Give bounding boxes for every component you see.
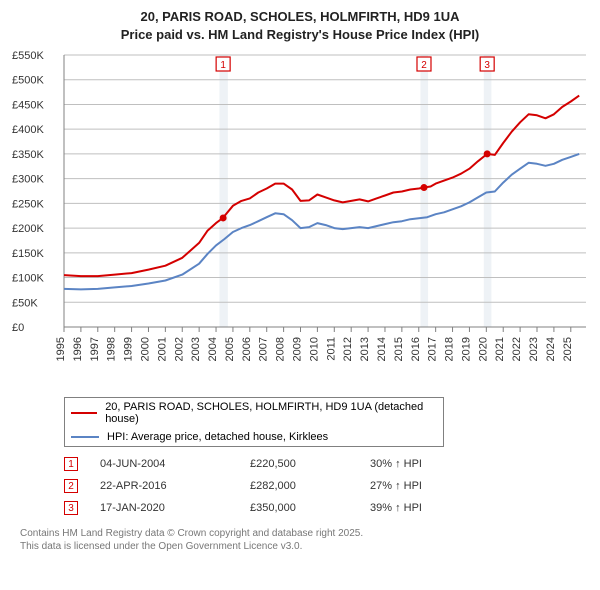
footer-note: Contains HM Land Registry data © Crown c…	[20, 527, 590, 553]
sale-date: 04-JUN-2004	[100, 458, 250, 470]
legend-swatch	[71, 412, 97, 414]
y-tick-label: £250K	[12, 198, 44, 210]
x-tick-label: 2012	[342, 337, 354, 361]
x-tick-label: 2013	[359, 337, 371, 361]
y-tick-label: £0	[12, 322, 24, 334]
sale-pct: 27% ↑ HPI	[370, 480, 490, 492]
legend-label: 20, PARIS ROAD, SCHOLES, HOLMFIRTH, HD9 …	[105, 401, 437, 425]
y-tick-label: £50K	[12, 297, 38, 309]
x-tick-label: 2024	[545, 337, 557, 361]
sale-marker: 1	[64, 457, 78, 471]
x-tick-label: 1995	[55, 337, 67, 361]
y-tick-label: £400K	[12, 124, 44, 136]
x-tick-label: 2003	[190, 337, 202, 361]
x-tick-label: 1998	[106, 337, 118, 361]
x-tick-label: 2025	[562, 337, 574, 361]
x-tick-label: 2017	[427, 337, 439, 361]
chart-titles: 20, PARIS ROAD, SCHOLES, HOLMFIRTH, HD9 …	[10, 8, 590, 43]
x-tick-label: 2011	[325, 337, 337, 361]
sale-row: 1 04-JUN-2004£220,50030% ↑ HPI	[64, 453, 590, 475]
sales-table: 1 04-JUN-2004£220,50030% ↑ HPI 2 22-APR-201…	[64, 453, 590, 519]
x-tick-label: 2020	[477, 337, 489, 361]
x-tick-label: 2008	[275, 337, 287, 361]
title-line-1: 20, PARIS ROAD, SCHOLES, HOLMFIRTH, HD9 …	[10, 8, 590, 26]
sale-price: £282,000	[250, 480, 370, 492]
x-tick-label: 2002	[173, 337, 185, 361]
title-line-2: Price paid vs. HM Land Registry's House …	[10, 26, 590, 44]
x-tick-label: 2018	[444, 337, 456, 361]
sale-price: £220,500	[250, 458, 370, 470]
chart-svg: £0 £50K £100K £150K £200K £250K £300K £350K £400…	[10, 49, 590, 389]
x-tick-label: 2015	[393, 337, 405, 361]
x-tick-label: 2022	[511, 337, 523, 361]
sale-point	[220, 215, 227, 222]
sale-point	[484, 151, 491, 158]
sale-price: £350,000	[250, 502, 370, 514]
y-tick-label: £350K	[12, 149, 44, 161]
x-tick-label: 2001	[156, 337, 168, 361]
x-tick-label: 1997	[89, 337, 101, 361]
x-tick-label: 2019	[460, 337, 472, 361]
sale-point	[420, 184, 427, 191]
sale-row: 2 22-APR-2016£282,00027% ↑ HPI	[64, 475, 590, 497]
x-tick-label: 2023	[528, 337, 540, 361]
sale-marker-num: 1	[220, 60, 226, 71]
sale-date: 17-JAN-2020	[100, 502, 250, 514]
legend-label: HPI: Average price, detached house, Kirk…	[107, 431, 328, 443]
footer-line-1: Contains HM Land Registry data © Crown c…	[20, 527, 590, 540]
x-tick-label: 1999	[123, 337, 135, 361]
x-tick-label: 2021	[494, 337, 506, 361]
y-tick-label: £100K	[12, 273, 44, 285]
sale-pct: 39% ↑ HPI	[370, 502, 490, 514]
legend: 20, PARIS ROAD, SCHOLES, HOLMFIRTH, HD9 …	[64, 397, 444, 447]
sale-marker: 2	[64, 479, 78, 493]
x-tick-label: 1996	[72, 337, 84, 361]
sale-date: 22-APR-2016	[100, 480, 250, 492]
legend-item: 20, PARIS ROAD, SCHOLES, HOLMFIRTH, HD9 …	[65, 398, 443, 428]
x-tick-label: 2004	[207, 337, 219, 361]
y-tick-label: £500K	[12, 75, 44, 87]
legend-swatch	[71, 436, 99, 438]
y-tick-label: £450K	[12, 100, 44, 112]
x-tick-label: 2010	[308, 337, 320, 361]
sale-marker-num: 2	[421, 60, 427, 71]
x-tick-label: 2016	[410, 337, 422, 361]
sale-marker-num: 3	[484, 60, 490, 71]
footer-line-2: This data is licensed under the Open Gov…	[20, 540, 590, 553]
x-tick-label: 2006	[241, 337, 253, 361]
legend-item: HPI: Average price, detached house, Kirk…	[65, 428, 443, 446]
y-tick-label: £150K	[12, 248, 44, 260]
price-chart: £0 £50K £100K £150K £200K £250K £300K £350K £400…	[10, 49, 590, 389]
y-tick-label: £550K	[12, 50, 44, 62]
sale-row: 3 17-JAN-2020£350,00039% ↑ HPI	[64, 497, 590, 519]
sale-pct: 30% ↑ HPI	[370, 458, 490, 470]
x-tick-label: 2009	[292, 337, 304, 361]
x-tick-label: 2000	[139, 337, 151, 361]
x-tick-label: 2014	[376, 337, 388, 361]
y-tick-label: £200K	[12, 223, 44, 235]
y-tick-label: £300K	[12, 174, 44, 186]
x-tick-label: 2005	[224, 337, 236, 361]
sale-marker: 3	[64, 501, 78, 515]
x-tick-label: 2007	[258, 337, 270, 361]
